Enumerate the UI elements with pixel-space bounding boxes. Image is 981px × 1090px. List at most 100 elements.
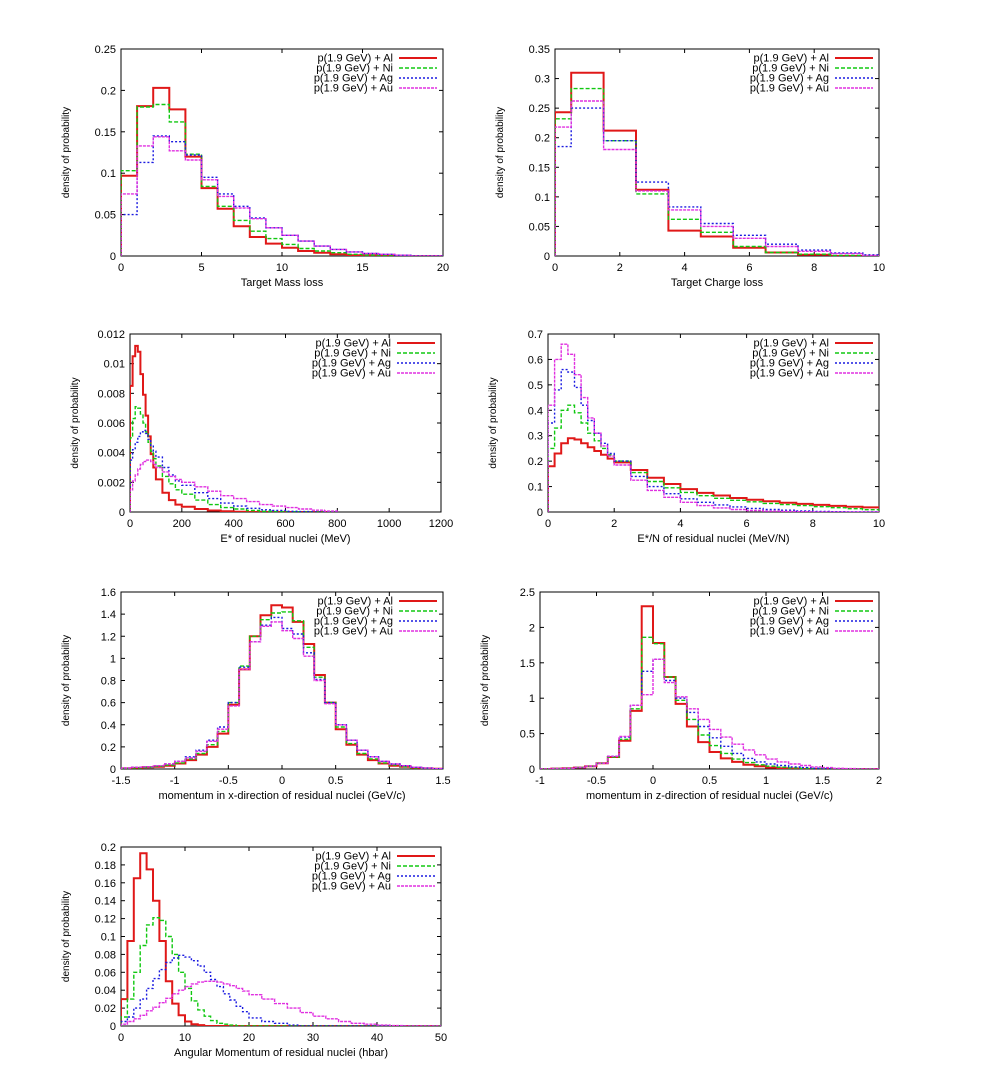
y-tick-label: 0.004: [97, 448, 125, 460]
x-tick-label: 0: [650, 775, 656, 787]
x-tick-label: 1: [386, 775, 392, 787]
x-tick-label: 0: [279, 775, 285, 787]
x-tick-label: 0: [545, 518, 551, 530]
x-tick-label: 20: [243, 1032, 255, 1044]
plot-frame: [120, 48, 444, 257]
chart-1: 0 5 10 15 20 0 0.05 0.1 0.15 0.2 0.25 Target Mass l…: [61, 44, 449, 289]
legend-label-al: p(1.9 GeV) + Al: [315, 338, 391, 350]
x-tick-label: 10: [873, 262, 885, 274]
x-tick-label: 40: [371, 1032, 383, 1044]
y-tick-label: 0.002: [97, 477, 125, 489]
series-group: [555, 71, 879, 256]
legend-label-au: p(1.9 GeV) + Au: [750, 83, 829, 95]
legend-label-au: p(1.9 GeV) + Au: [312, 368, 391, 380]
y-tick-label: 1: [110, 653, 116, 665]
series-line-al: [130, 344, 338, 512]
y-tick-label: 0.01: [104, 359, 125, 371]
series-line-ni: [555, 87, 879, 256]
legend-label-al: p(1.9 GeV) + Al: [753, 596, 829, 608]
y-tick-label: 1.5: [520, 658, 535, 670]
y-tick-label: 0.5: [520, 729, 535, 741]
y-tick-label: 0: [110, 764, 116, 776]
y-tick-label: 0.05: [95, 210, 116, 222]
x-tick-label: 800: [328, 518, 346, 530]
series-line-al: [555, 71, 879, 256]
x-tick-label: 1200: [429, 518, 453, 530]
y-axis-label: density of probability: [61, 635, 72, 726]
series-line-ag: [121, 954, 441, 1026]
y-tick-label: 0.25: [95, 44, 116, 56]
y-tick-label: 2.5: [520, 587, 535, 599]
y-axis-label: density of probability: [495, 107, 506, 198]
legend-label-ni: p(1.9 GeV) + Ni: [752, 63, 829, 75]
legend-label-ag: p(1.9 GeV) + Ag: [314, 73, 393, 85]
legend-label-au: p(1.9 GeV) + Au: [312, 881, 391, 893]
series-line-ag: [548, 368, 879, 512]
series-line-ni: [130, 406, 338, 512]
legend: p(1.9 GeV) + Alp(1.9 GeV) + Nip(1.9 GeV)…: [750, 596, 873, 638]
x-tick-label: -1: [170, 775, 180, 787]
y-tick-label: 0.08: [95, 949, 116, 961]
legend-label-al: p(1.9 GeV) + Al: [317, 53, 393, 65]
plot-frame: [129, 333, 442, 513]
series-line-au: [548, 343, 879, 512]
y-tick-label: 0.8: [101, 676, 116, 688]
x-tick-label: 0: [127, 518, 133, 530]
x-tick-label: 10: [873, 518, 885, 530]
series-line-au: [121, 621, 443, 769]
y-tick-label: 1.4: [101, 609, 116, 621]
y-tick-label: 0: [529, 764, 535, 776]
x-tick-label: 2: [617, 262, 623, 274]
y-tick-label: 0.6: [528, 354, 543, 366]
y-tick-label: 0.7: [528, 329, 543, 341]
y-tick-label: 1: [529, 693, 535, 705]
legend-label-ag: p(1.9 GeV) + Ag: [312, 871, 391, 883]
x-tick-label: 1.5: [815, 775, 830, 787]
x-axis-label: E* of residual nuclei (MeV): [220, 533, 350, 545]
y-tick-label: 0.3: [535, 74, 550, 86]
chart-6: -1 -0.5 0 0.5 1 1.5 2 0 0.5 1 1.5 2 2.5 momentum in z…: [480, 587, 882, 802]
series-line-au: [121, 980, 441, 1026]
chart-5: -1.5 -1 -0.5 0 0.5 1 1.5 0 0.2 0.4 0.6 0.8 1 1.2 1.4 1.…: [61, 587, 451, 802]
chart-7: 0 10 20 30 40 50 0 0.02 0.04 0.06 0.08 0.1 0.12 0.14 0…: [61, 842, 447, 1059]
chart-2: 0 2 4 6 8 10 0 0.05 0.1 0.15 0.2 0.25 0.3 0.35 Target …: [495, 44, 885, 289]
x-tick-label: -0.5: [219, 775, 238, 787]
y-tick-label: 2: [529, 622, 535, 634]
legend-label-ni: p(1.9 GeV) + Ni: [316, 63, 393, 75]
legend-label-al: p(1.9 GeV) + Al: [753, 53, 829, 65]
x-tick-label: 0.5: [328, 775, 343, 787]
y-tick-label: 0.5: [528, 380, 543, 392]
legend-label-al: p(1.9 GeV) + Al: [315, 851, 391, 863]
plot-frame: [547, 333, 880, 513]
legend: p(1.9 GeV) + Alp(1.9 GeV) + Nip(1.9 GeV)…: [312, 338, 435, 380]
x-tick-label: 6: [746, 262, 752, 274]
x-tick-label: -1.5: [112, 775, 131, 787]
y-tick-label: 0.2: [101, 85, 116, 97]
legend-label-au: p(1.9 GeV) + Au: [750, 368, 829, 380]
series-line-au: [121, 136, 443, 256]
y-tick-label: 0.2: [101, 842, 116, 854]
y-tick-label: 1.6: [101, 587, 116, 599]
legend-label-ni: p(1.9 GeV) + Ni: [314, 861, 391, 873]
x-tick-label: 10: [276, 262, 288, 274]
legend-label-ni: p(1.9 GeV) + Ni: [316, 606, 393, 618]
y-tick-label: 0.16: [95, 878, 116, 890]
y-tick-label: 0.3: [528, 431, 543, 443]
x-tick-label: -1: [535, 775, 545, 787]
x-axis-label: E*/N of residual nuclei (MeV/N): [637, 533, 789, 545]
x-tick-label: 0: [118, 262, 124, 274]
x-tick-label: 15: [356, 262, 368, 274]
series-line-ag: [555, 107, 879, 256]
y-axis-label: density of probability: [61, 107, 72, 198]
y-tick-label: 0.35: [529, 44, 550, 56]
y-tick-label: 0.1: [528, 482, 543, 494]
y-tick-label: 0.18: [95, 860, 116, 872]
legend-label-ag: p(1.9 GeV) + Ag: [314, 616, 393, 628]
x-tick-label: 8: [811, 262, 817, 274]
legend-label-au: p(1.9 GeV) + Au: [314, 83, 393, 95]
x-tick-label: 30: [307, 1032, 319, 1044]
series-group: [121, 86, 443, 256]
x-tick-label: 1.5: [435, 775, 450, 787]
chart-3: 0 200 400 600 800 1000 1200 0 0.002 0.004 0.006 0.0…: [70, 329, 453, 545]
